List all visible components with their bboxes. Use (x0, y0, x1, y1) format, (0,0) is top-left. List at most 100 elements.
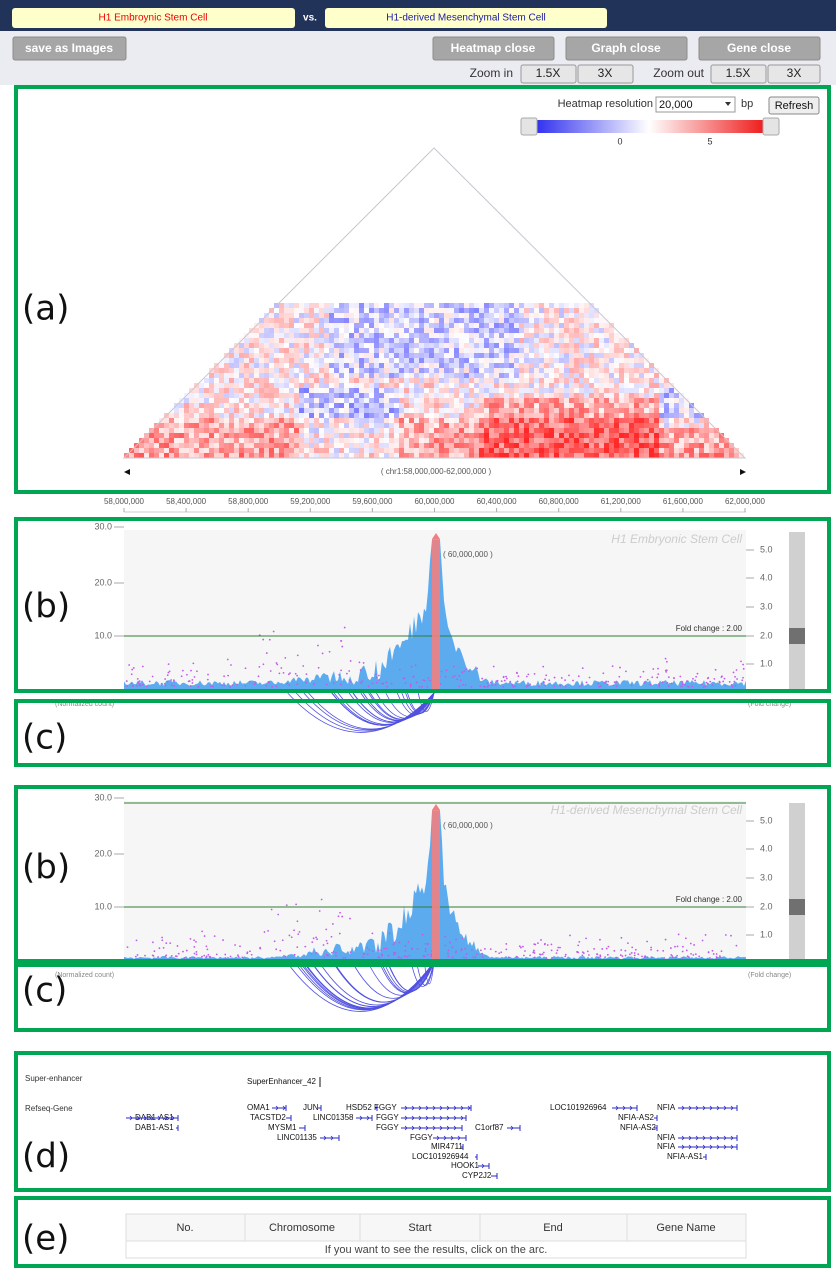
heatmap-close-button[interactable] (432, 36, 555, 61)
heatmap-cell (344, 318, 349, 323)
heatmap-cell (274, 448, 279, 453)
heatmap-cell (559, 323, 564, 328)
heatmap-cell (479, 313, 484, 318)
fold-point (337, 915, 340, 918)
fold-point (507, 956, 510, 959)
gene-close-button[interactable] (698, 36, 821, 61)
heatmap-cell (654, 413, 659, 418)
heatmap-cell (579, 333, 584, 338)
interaction-arc[interactable] (318, 961, 435, 1006)
heatmap-cell (484, 378, 489, 383)
heatmap-cell (174, 448, 179, 453)
position-marker-head (432, 533, 440, 539)
scroll-knob[interactable] (789, 628, 805, 644)
graph-close-button[interactable] (565, 36, 688, 61)
heatmap-cell (579, 393, 584, 398)
heatmap-cell (234, 433, 239, 438)
save-button[interactable] (12, 36, 127, 61)
heatmap-cell (459, 438, 464, 443)
interaction-arc[interactable] (351, 961, 435, 999)
fold-point (246, 952, 249, 955)
interaction-arc[interactable] (352, 692, 435, 723)
heatmap-cell (489, 353, 494, 358)
interaction-arc[interactable] (295, 692, 435, 732)
interaction-arc[interactable] (417, 692, 435, 712)
heatmap-cell (319, 313, 324, 318)
heatmap-cell (554, 448, 559, 453)
heatmap-cell (184, 403, 189, 408)
interaction-arc[interactable] (332, 961, 435, 1003)
zoom-in-button[interactable] (520, 64, 577, 84)
zoom-in-button[interactable] (577, 64, 634, 84)
heatmap-cell (499, 423, 504, 428)
heatmap-cell (564, 448, 569, 453)
fold-point (649, 683, 651, 686)
interaction-arc[interactable] (331, 692, 435, 726)
position-label: ( 60,000,000 ) (443, 550, 493, 559)
heatmap-cell (624, 403, 629, 408)
interaction-arc[interactable] (367, 961, 435, 996)
heatmap-cell (614, 388, 619, 393)
heatmap-cell (514, 423, 519, 428)
scale-handle[interactable] (520, 117, 538, 136)
heatmap-cell (469, 328, 474, 333)
fold-point (444, 935, 447, 938)
scroll-right[interactable] (740, 469, 746, 475)
heatmap-cell (559, 453, 564, 458)
interaction-arc[interactable] (410, 961, 435, 987)
heatmap-cell (299, 408, 304, 413)
heatmap-cell (484, 443, 489, 448)
fold-point (237, 955, 240, 958)
zoom-out-button[interactable] (767, 64, 821, 84)
refresh-button[interactable] (768, 96, 820, 115)
heatmap-cell (514, 383, 519, 388)
heatmap-cell (349, 333, 354, 338)
heatmap-cell (644, 428, 649, 433)
sample-left-box[interactable] (12, 8, 295, 28)
heatmap-cell (444, 363, 449, 368)
heatmap-cell (584, 353, 589, 358)
heatmap-cell (604, 353, 609, 358)
heatmap-cell (449, 343, 454, 348)
interaction-arc[interactable] (299, 961, 435, 1010)
genome-tick-label: 59,600,000 (352, 497, 393, 506)
heatmap-cell (254, 353, 259, 358)
fold-point (207, 953, 210, 956)
resolution-select[interactable] (655, 96, 736, 113)
scroll-left[interactable] (124, 469, 130, 475)
heatmap-cell (334, 358, 339, 363)
heatmap-cell (294, 403, 299, 408)
sample-right-box[interactable] (325, 8, 607, 28)
heatmap-cell (419, 453, 424, 458)
scroll-knob[interactable] (789, 899, 805, 915)
heatmap-cell (329, 443, 334, 448)
fold-point (222, 939, 224, 941)
heatmap-cell (354, 323, 359, 328)
gene-strand (723, 1105, 727, 1111)
heatmap-cell (524, 318, 529, 323)
interaction-arc[interactable] (416, 961, 435, 986)
heatmap-cell (509, 358, 514, 363)
fold-point (634, 948, 637, 951)
heatmap-cell (354, 308, 359, 313)
heatmap-cell (614, 343, 619, 348)
heatmap-cell (374, 308, 379, 313)
heatmap-cell (494, 408, 499, 413)
heatmap-cell (254, 348, 259, 353)
heatmap-cell (574, 398, 579, 403)
heatmap-cell (509, 343, 514, 348)
heatmap-cell (499, 453, 504, 458)
interaction-arc[interactable] (423, 961, 435, 985)
heatmap-cell (299, 303, 304, 308)
fold-point (694, 953, 697, 956)
fold-point (542, 680, 545, 683)
fold-point (203, 935, 206, 937)
heatmap-cell (574, 373, 579, 378)
zoom-out-button[interactable] (710, 64, 767, 84)
heatmap-cell (569, 338, 574, 343)
heatmap-cell (274, 403, 279, 408)
heatmap-cell (289, 353, 294, 358)
scale-handle[interactable] (762, 117, 780, 136)
heatmap-cell (324, 453, 329, 458)
right-tick-label: 5.0 (760, 815, 773, 825)
